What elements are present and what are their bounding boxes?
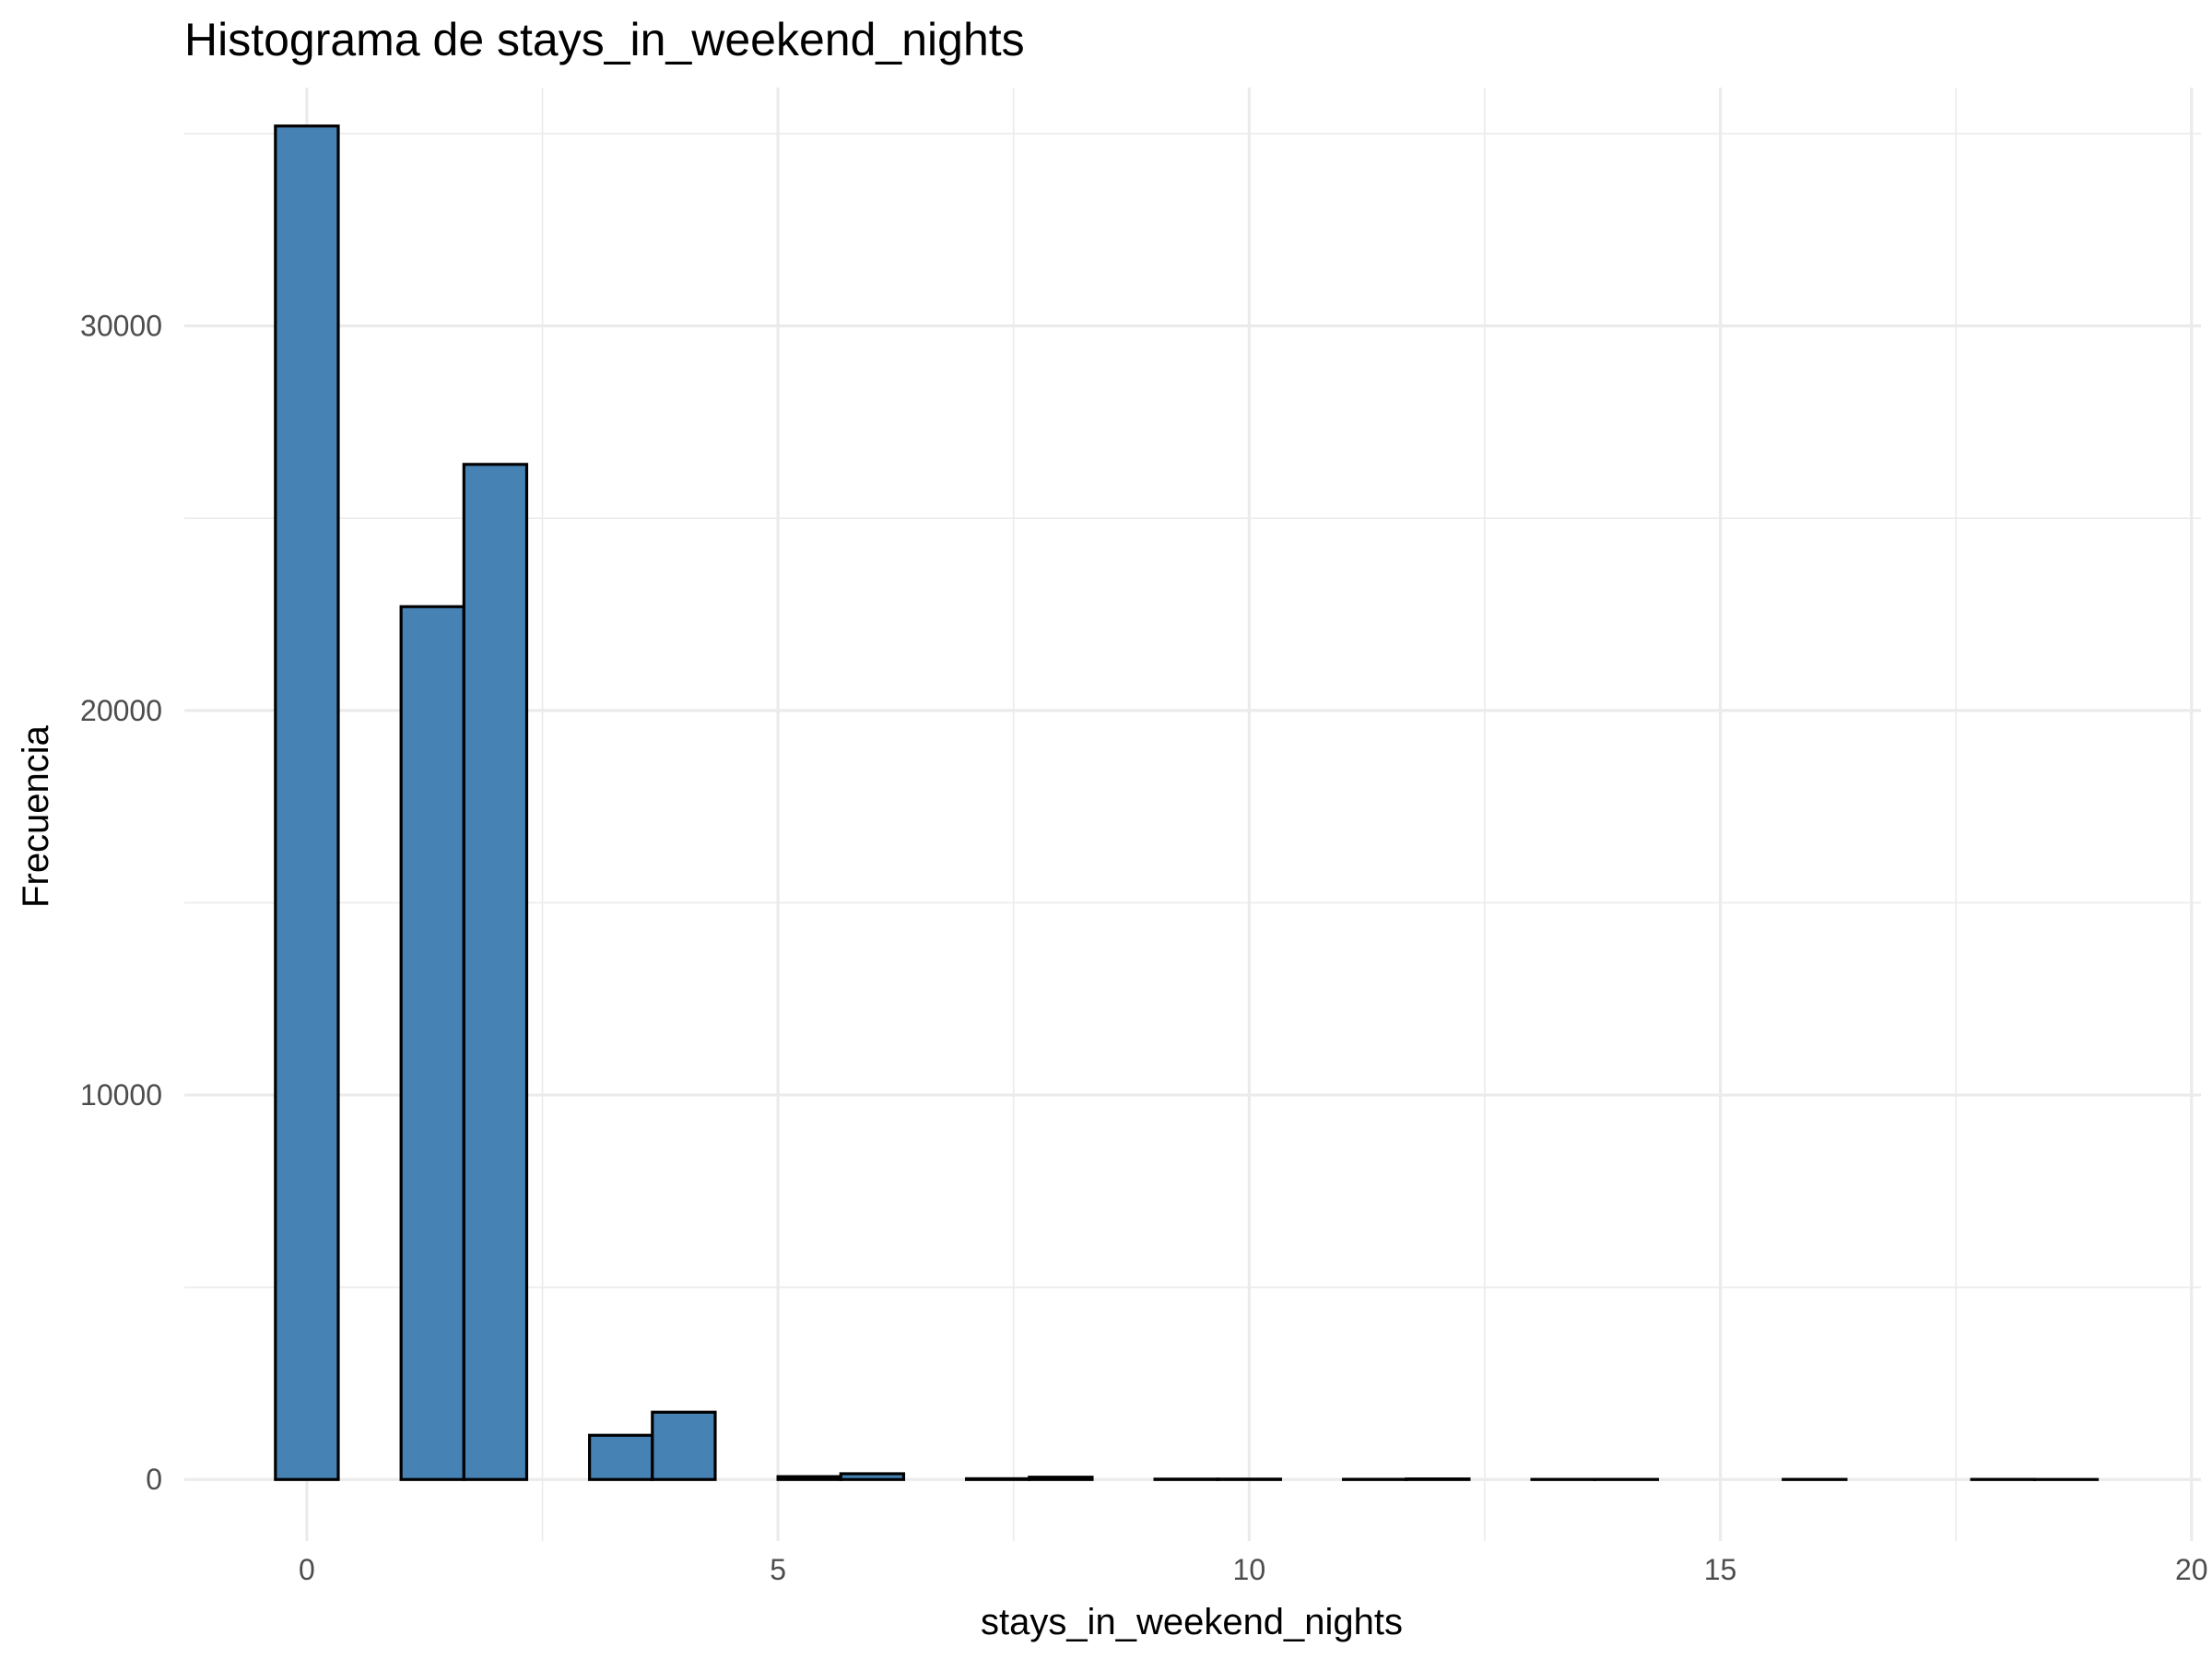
histogram-bar xyxy=(462,463,529,1481)
histogram-bars xyxy=(274,124,2100,1481)
histogram-bar xyxy=(651,1410,717,1481)
x-tick-label: 20 xyxy=(2175,1553,2208,1586)
axis-tick-labels: 0 5 10 15 20 0 10000 20000 30000 xyxy=(80,310,2208,1586)
histogram-bar xyxy=(588,1433,654,1481)
y-tick-label: 20000 xyxy=(80,694,162,727)
chart-title: Histograma de stays_in_weekend_nights xyxy=(184,14,1025,65)
histogram-bar xyxy=(839,1472,906,1481)
histogram-bar xyxy=(965,1477,1031,1481)
histogram-bar xyxy=(776,1475,842,1481)
x-tick-label: 10 xyxy=(1233,1553,1266,1586)
x-tick-label: 0 xyxy=(299,1553,315,1586)
x-tick-label: 5 xyxy=(770,1553,786,1586)
y-axis-title: Frecuencia xyxy=(16,724,56,908)
histogram-bar xyxy=(399,605,465,1481)
histogram-bar xyxy=(1405,1477,1471,1481)
y-tick-label: 10000 xyxy=(80,1078,162,1112)
histogram-bar xyxy=(1028,1476,1094,1481)
y-tick-label: 30000 xyxy=(80,310,162,343)
y-tick-label: 0 xyxy=(146,1463,162,1496)
x-tick-label: 15 xyxy=(1704,1553,1737,1586)
x-axis-title: stays_in_weekend_nights xyxy=(981,1602,1403,1642)
histogram-bar xyxy=(274,124,340,1481)
